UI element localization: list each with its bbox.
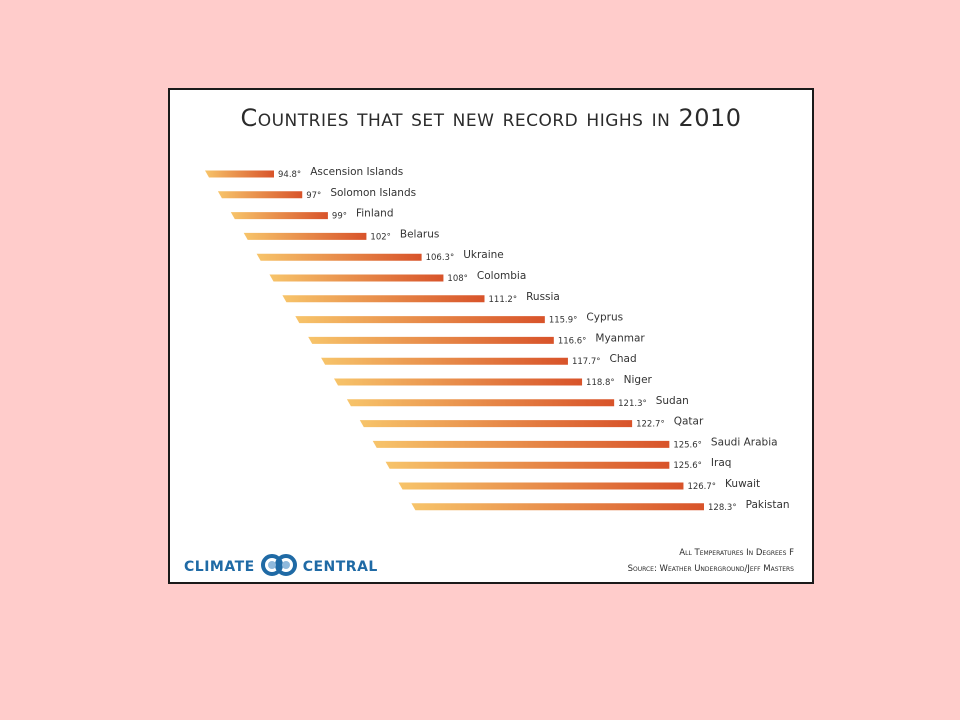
value-label-kuwait: 126.7°	[687, 482, 716, 492]
value-label-pakistan: 128.3°	[708, 503, 737, 513]
bar-qatar	[359, 420, 633, 428]
category-label-kuwait: Kuwait	[725, 478, 760, 490]
bar-iraq	[385, 461, 670, 469]
bar-colombia	[269, 274, 444, 282]
category-label-belarus: Belarus	[400, 228, 439, 240]
bar-saudi-arabia	[372, 440, 670, 448]
climate-central-logo-icon	[259, 554, 299, 580]
chart-frame: Countries that set new record highs in 2…	[168, 88, 814, 584]
bar-kuwait	[398, 482, 684, 490]
category-label-cyprus: Cyprus	[586, 312, 623, 324]
bar-myanmar	[308, 336, 554, 344]
category-label-pakistan: Pakistan	[746, 499, 790, 511]
category-label-ascension-islands: Ascension Islands	[310, 166, 403, 178]
value-label-niger: 118.8°	[586, 378, 615, 388]
category-label-sudan: Sudan	[656, 395, 689, 407]
value-label-belarus: 102°	[370, 232, 390, 242]
category-label-qatar: Qatar	[674, 416, 704, 428]
value-label-saudi-arabia: 125.6°	[673, 440, 702, 450]
value-label-myanmar: 116.6°	[558, 336, 587, 346]
category-label-russia: Russia	[526, 291, 560, 303]
bar-niger	[334, 378, 583, 386]
bar-chad	[321, 357, 568, 365]
category-label-saudi-arabia: Saudi Arabia	[711, 436, 778, 448]
value-label-solomon-islands: 97°	[306, 191, 321, 201]
value-label-chad: 117.7°	[572, 357, 601, 367]
bar-pakistan	[411, 503, 704, 511]
climate-central-logo: CLIMATE CENTRAL	[184, 554, 378, 580]
category-label-myanmar: Myanmar	[595, 332, 645, 344]
value-label-finland: 99°	[332, 212, 347, 222]
category-label-ukraine: Ukraine	[463, 249, 504, 261]
value-label-iraq: 125.6°	[673, 461, 702, 471]
category-label-solomon-islands: Solomon Islands	[330, 187, 416, 199]
bar-russia	[282, 295, 485, 303]
category-label-iraq: Iraq	[711, 457, 732, 469]
value-label-colombia: 108°	[447, 274, 467, 284]
category-label-chad: Chad	[610, 353, 637, 365]
value-label-cyprus: 115.9°	[549, 316, 578, 326]
bar-finland	[230, 212, 328, 220]
category-label-finland: Finland	[356, 208, 394, 220]
bar-solomon-islands	[217, 191, 303, 199]
bar-sudan	[346, 399, 615, 407]
bar-cyprus	[295, 316, 545, 324]
category-label-niger: Niger	[624, 374, 653, 386]
value-label-russia: 111.2°	[489, 295, 518, 305]
logo-text-central: CENTRAL	[302, 559, 378, 575]
bar-ukraine	[256, 253, 422, 261]
source-note: Source: Weather Underground/Jeff Masters	[627, 564, 794, 574]
chart-title: Countries that set new record highs in 2…	[240, 104, 742, 132]
value-label-ascension-islands: 94.8°	[278, 170, 301, 180]
bar-ascension-islands	[205, 170, 274, 178]
category-label-colombia: Colombia	[477, 270, 526, 282]
value-label-sudan: 121.3°	[618, 399, 647, 409]
bar-belarus	[243, 232, 367, 240]
logo-text-climate: CLIMATE	[184, 559, 255, 575]
value-label-qatar: 122.7°	[636, 420, 665, 430]
chart-plot: 94.8° Ascension Islands 97° Solomon Islands…	[205, 166, 790, 513]
value-label-ukraine: 106.3°	[426, 253, 455, 263]
units-note: All Temperatures In Degrees F	[679, 548, 794, 558]
